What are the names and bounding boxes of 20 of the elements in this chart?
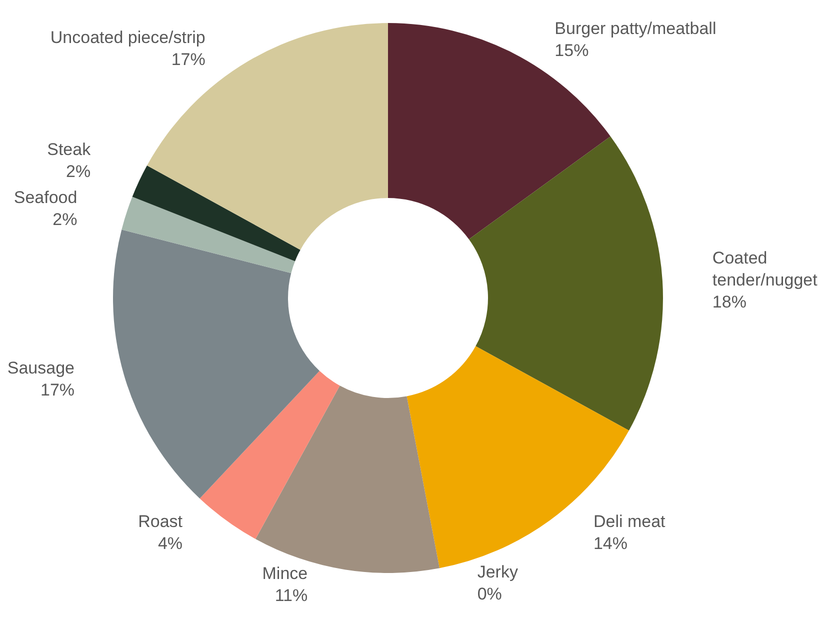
slice-label: Steak — [47, 140, 92, 159]
slice-label: Uncoated piece/strip — [50, 28, 206, 47]
slice-label: Deli meat — [593, 512, 666, 532]
data-label: 11% — [274, 586, 308, 605]
data-label: 17% — [40, 380, 75, 400]
text: 0% — [477, 584, 502, 604]
category-label: Jerky — [477, 562, 518, 582]
data-label: 17% — [171, 50, 206, 69]
data-label: 4% — [158, 534, 183, 554]
slice-label: Burger patty/meatball — [554, 19, 716, 38]
slice-label: Roast — [138, 512, 183, 532]
data-label: 14% — [593, 534, 628, 554]
slice-label: Seafood — [14, 188, 78, 207]
slice-label: Sausage — [7, 358, 75, 378]
data-label: 2% — [52, 210, 78, 229]
data-label: 15% — [554, 41, 589, 60]
data-label: 18% — [712, 292, 746, 312]
slice-label: Coated tender/nugget — [712, 248, 818, 290]
data-label: 2% — [66, 162, 91, 181]
slice-label: Mince — [262, 564, 308, 583]
